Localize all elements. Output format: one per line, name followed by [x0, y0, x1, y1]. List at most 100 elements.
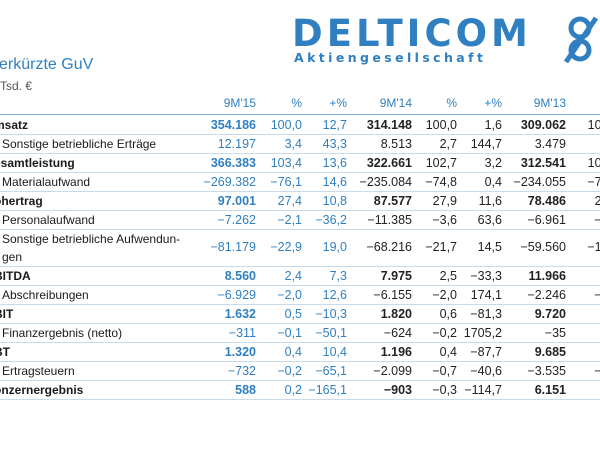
cell-pct14: −0,7	[432, 364, 457, 378]
row-label: Materialaufwand	[2, 175, 91, 189]
row-divider	[0, 342, 600, 343]
column-header-chg15: +%	[329, 96, 347, 110]
cell-pct15: 3,4	[284, 137, 302, 151]
cell-chg14: −81,3	[470, 307, 502, 321]
cell-9m15: −6.929	[217, 288, 256, 302]
column-header-9m13: 9M'13	[533, 96, 566, 110]
cell-9m13: −59.560	[520, 240, 566, 254]
cell-9m15: −269.382	[203, 175, 256, 189]
cell-9m14: −903	[383, 383, 412, 397]
row-divider	[0, 153, 600, 154]
cell-9m14: 7.975	[380, 269, 412, 283]
cell-9m13: 312.541	[520, 156, 566, 170]
cell-9m14: −624	[383, 326, 412, 340]
cell-9m13: 11.966	[528, 269, 566, 283]
cell-chg14: 1705,2	[463, 326, 502, 340]
cell-9m14: 322.661	[366, 156, 412, 170]
table-row: msatz 354.186 100,0 12,7 314.148 100,0 1,6 309.…	[0, 116, 600, 135]
row-label: Abschreibungen	[2, 288, 89, 302]
cell-9m15: 354.186	[210, 118, 256, 132]
row-label: esamtleistung	[0, 156, 75, 170]
cell-9m15: 366.383	[210, 156, 256, 170]
table-row: Personalaufwand −7.262 −2,1 −36,2 −11.385 −3,…	[0, 211, 600, 230]
cell-pct14: 0,6	[439, 307, 457, 321]
cell-9m13: −3.535	[527, 364, 566, 378]
column-header-9m15: 9M'15	[223, 96, 256, 110]
row-divider	[0, 229, 600, 230]
cell-9m14: 1.820	[380, 307, 412, 321]
cell-chg15: 10,8	[322, 194, 347, 208]
row-divider	[0, 266, 600, 267]
row-divider	[0, 323, 600, 324]
cell-pct14: −0,3	[432, 383, 457, 397]
cell-pct15: 2,4	[284, 269, 302, 283]
row-label: onzernergebnis	[0, 383, 84, 397]
cell-pct15: −76,1	[270, 175, 302, 189]
column-header-chg14: +%	[484, 96, 502, 110]
column-header-pct14: %	[446, 96, 457, 110]
cell-9m13: 78.486	[527, 194, 566, 208]
row-label: Finanzergebnis (netto)	[2, 326, 123, 340]
cell-chg15: −36,2	[315, 213, 347, 227]
row-label: BITDA	[0, 269, 31, 283]
row-label: ohertrag	[0, 194, 43, 208]
logo-tagline: Aktiengesellschaft	[294, 50, 487, 65]
cell-chg15: 43,3	[322, 137, 347, 151]
cell-pct15: −2,1	[277, 213, 302, 227]
cell-pct15: 100,0	[270, 118, 302, 132]
row-label: msatz	[0, 118, 29, 132]
cell-9m13: −234.055	[513, 175, 566, 189]
row-divider	[0, 134, 600, 135]
header-divider	[0, 114, 600, 115]
cell-pct13: −0,	[594, 288, 600, 302]
unit-label: Tsd. €	[0, 79, 33, 93]
row-divider	[0, 380, 600, 381]
cell-9m15: 1.320	[224, 345, 256, 359]
row-label: BIT	[0, 307, 14, 321]
cell-chg14: 144,7	[470, 137, 502, 151]
page-title: erkürzte GuV	[0, 56, 94, 73]
cell-9m14: −68.216	[366, 240, 412, 254]
cell-9m15: 1.632	[224, 307, 256, 321]
cell-chg15: −165,1	[308, 383, 347, 397]
cell-pct14: −3,6	[432, 213, 457, 227]
table-row: Finanzergebnis (netto) −311 −0,1 −50,1 −624 −…	[0, 324, 600, 343]
cell-chg14: 174,1	[470, 288, 502, 302]
cell-chg15: 14,6	[322, 175, 347, 189]
cell-9m15: 97.001	[217, 194, 256, 208]
cell-9m13: 9.720	[534, 307, 566, 321]
cell-chg14: −40,6	[470, 364, 502, 378]
cell-chg15: 12,6	[322, 288, 347, 302]
row-divider	[0, 172, 600, 173]
column-header-pct15: %	[291, 96, 302, 110]
cell-chg14: 11,6	[478, 194, 502, 208]
cell-9m14: 87.577	[373, 194, 412, 208]
logo-wordmark: DELTICOM	[292, 14, 532, 55]
row-divider	[0, 210, 600, 211]
row-label: Personalaufwand	[2, 213, 95, 227]
row-divider	[0, 285, 600, 286]
table-row: Sonstige betriebliche Aufwendun-gen −81.1…	[0, 230, 600, 267]
cell-pct13: 101,	[587, 156, 600, 170]
logo-symbol-icon	[563, 16, 599, 64]
row-divider	[0, 304, 600, 305]
cell-pct13: 100,	[587, 118, 600, 132]
cell-chg15: 10,4	[322, 345, 347, 359]
cell-pct15: 103,4	[270, 156, 302, 170]
cell-pct13: −75,	[587, 175, 600, 189]
cell-pct14: −0,2	[432, 326, 457, 340]
row-divider	[0, 399, 600, 400]
cell-chg15: 19,0	[322, 240, 347, 254]
cell-pct14: 2,5	[439, 269, 457, 283]
cell-9m14: 1.196	[380, 345, 412, 359]
cell-chg14: −114,7	[464, 383, 502, 397]
cell-pct14: 2,7	[439, 137, 457, 151]
cell-chg15: −50,1	[315, 326, 347, 340]
cell-pct14: 27,9	[432, 194, 457, 208]
row-divider	[0, 191, 600, 192]
cell-9m15: −732	[227, 364, 256, 378]
cell-9m15: −311	[228, 326, 256, 340]
cell-chg15: 13,6	[322, 156, 347, 170]
